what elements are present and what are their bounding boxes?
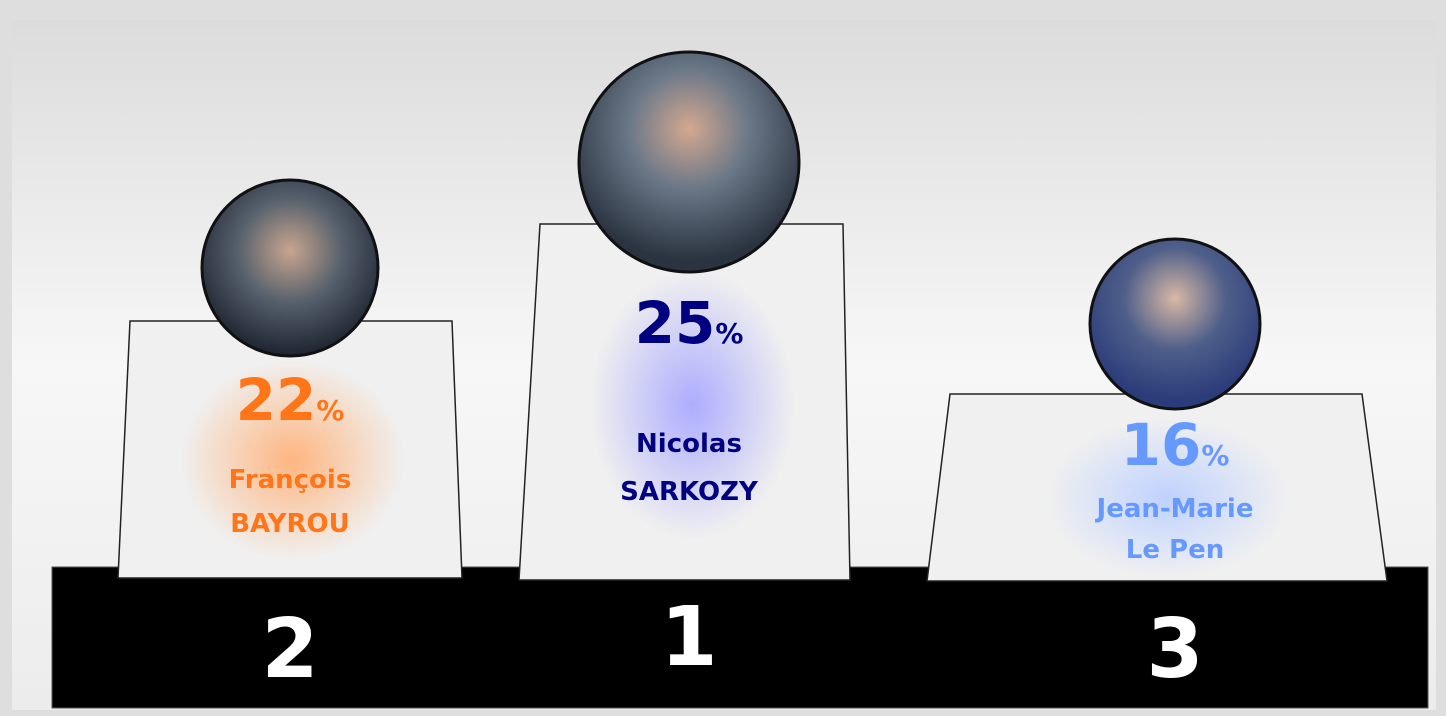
candidate-name: Jean-Marie	[1095, 494, 1254, 524]
percent-value: 22	[236, 366, 317, 434]
candidate-name: Le Pen	[1126, 535, 1224, 565]
podium-slide: 22% François BAYROU 2 25% Nicolas SARKOZY 1 16% J…	[0, 0, 1446, 716]
percent-unit: %	[715, 317, 743, 350]
percent-value: 25	[635, 289, 716, 357]
rank: 1	[660, 590, 717, 685]
candidate-name: BAYROU	[230, 509, 350, 539]
percent-unit: %	[316, 394, 344, 427]
candidate-name: SARKOZY	[620, 477, 759, 507]
candidate-name: Nicolas	[636, 429, 742, 459]
candidate-photo	[202, 180, 378, 356]
candidate-photo	[579, 52, 799, 272]
rank: 3	[1146, 602, 1203, 697]
candidate-name: François	[229, 465, 352, 495]
rank: 2	[261, 602, 318, 697]
percent-unit: %	[1201, 439, 1229, 472]
candidate-photo	[1090, 239, 1260, 409]
percent-value: 16	[1121, 411, 1202, 479]
podium-base	[52, 567, 1428, 708]
